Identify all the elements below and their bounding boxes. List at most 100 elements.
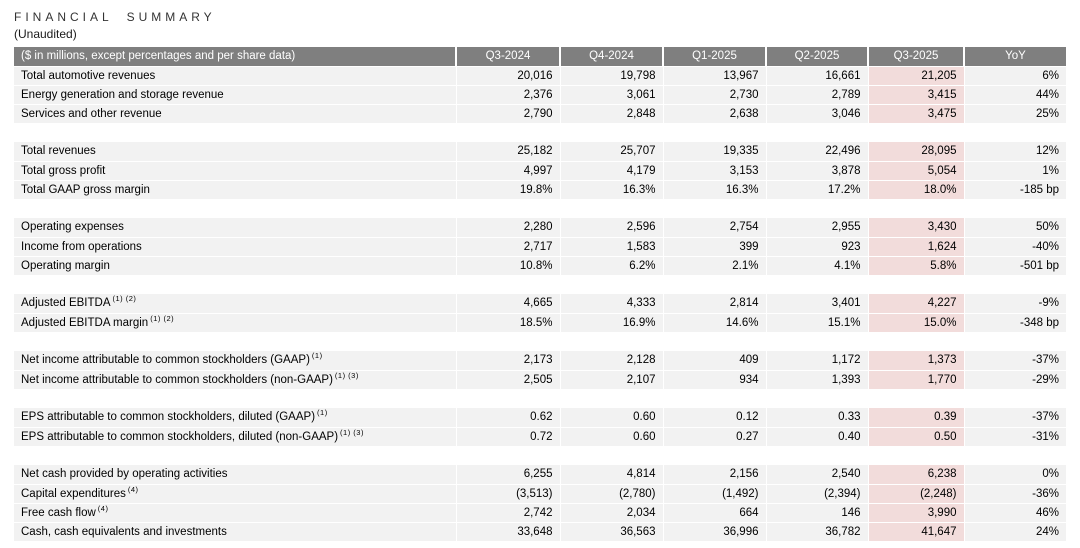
table-row: Total automotive revenues 20,016 19,798 13,… (14, 66, 1066, 86)
value-cell: 0.60 (560, 408, 664, 428)
value-cell: 16.3% (663, 180, 767, 200)
value-cell: 3,878 (766, 161, 869, 181)
value-cell-highlighted: 4,227 (868, 294, 965, 314)
value-cell: 2,789 (766, 85, 869, 105)
value-cell: (2,780) (560, 484, 664, 504)
value-cell: 4,997 (456, 161, 561, 181)
table-row: Net cash provided by operating activitie… (14, 465, 1066, 485)
value-cell-highlighted: 3,990 (868, 503, 965, 523)
value-cell: 2,638 (663, 104, 767, 124)
value-cell-highlighted: 0.39 (868, 408, 965, 428)
row-label-text: Total GAAP gross margin (21, 183, 150, 196)
value-cell: 1% (964, 161, 1066, 181)
group-separator-cell (14, 446, 1066, 465)
value-cell: -37% (964, 351, 1066, 371)
value-cell: 934 (663, 370, 767, 390)
value-cell: 1,583 (560, 237, 664, 257)
value-cell-highlighted: 21,205 (868, 66, 965, 86)
value-cell: 19,335 (663, 142, 767, 162)
table-row: EPS attributable to common stockholders,… (14, 408, 1066, 428)
value-cell: -36% (964, 484, 1066, 504)
column-header-yoy: YoY (964, 47, 1066, 67)
row-label-text: Net cash provided by operating activitie… (21, 468, 228, 481)
value-cell-highlighted: 3,475 (868, 104, 965, 124)
value-cell: 2,505 (456, 370, 561, 390)
table-row: Energy generation and storage revenue 2,3… (14, 85, 1066, 105)
value-cell-highlighted: (2,248) (868, 484, 965, 504)
value-cell: -29% (964, 370, 1066, 390)
value-cell-highlighted: 5.8% (868, 256, 965, 276)
table-row: Net income attributable to common stockh… (14, 370, 1066, 390)
column-header-q3-2024: Q3-2024 (456, 47, 561, 67)
row-label: Net cash provided by operating activitie… (14, 465, 457, 485)
value-cell: 16,661 (766, 66, 869, 86)
value-cell: 18.5% (456, 313, 561, 333)
value-cell: 16.9% (560, 313, 664, 333)
table-row: Adjusted EBITDA margin (1) (2) 18.5% 16.9% 1… (14, 313, 1066, 333)
row-label: Total revenues (14, 142, 457, 162)
row-label: Total gross profit (14, 161, 457, 181)
value-cell: 2,034 (560, 503, 664, 523)
value-cell-highlighted: 1,373 (868, 351, 965, 371)
group-separator-cell (14, 199, 1066, 218)
group-separator-row (14, 389, 1066, 408)
value-cell: -185 bp (964, 180, 1066, 200)
value-cell: 50% (964, 218, 1066, 238)
column-header-q1-2025: Q1-2025 (663, 47, 767, 67)
footnote-superscript: (1) (2) (150, 313, 175, 323)
value-cell: 33,648 (456, 522, 561, 542)
row-label-text: Operating margin (21, 259, 110, 272)
value-cell: 15.1% (766, 313, 869, 333)
value-cell-highlighted: 3,430 (868, 218, 965, 238)
column-header-q3-2025: Q3-2025 (868, 47, 965, 67)
row-label-text: Operating expenses (21, 221, 124, 234)
table-row: Income from operations 2,717 1,583 399 923 1,… (14, 237, 1066, 257)
group-separator-cell (14, 332, 1066, 351)
value-cell: -37% (964, 408, 1066, 428)
value-cell: 6% (964, 66, 1066, 86)
value-cell: -40% (964, 237, 1066, 257)
row-label-text: Adjusted EBITDA (21, 297, 111, 310)
value-cell: -348 bp (964, 313, 1066, 333)
value-cell: 0.33 (766, 408, 869, 428)
value-cell: 36,782 (766, 522, 869, 542)
row-label: Services and other revenue (14, 104, 457, 124)
value-cell: 17.2% (766, 180, 869, 200)
value-cell: 4,179 (560, 161, 664, 181)
value-cell: 13,967 (663, 66, 767, 86)
footnote-superscript: (1) (317, 408, 328, 418)
value-cell: 14.6% (663, 313, 767, 333)
row-label-text: Adjusted EBITDA margin (21, 316, 149, 329)
value-cell: 20,016 (456, 66, 561, 86)
table-row: Services and other revenue 2,790 2,848 2,63… (14, 104, 1066, 124)
group-separator-row (14, 332, 1066, 351)
row-label: Total automotive revenues (14, 66, 457, 86)
row-label-text: EPS attributable to common stockholders,… (21, 430, 339, 443)
table-header-row: ($ in millions, except percentages and p… (14, 47, 1066, 67)
value-cell-highlighted: 5,054 (868, 161, 965, 181)
value-cell: 25% (964, 104, 1066, 124)
value-cell-highlighted: 28,095 (868, 142, 965, 162)
row-label-text: Net income attributable to common stockh… (21, 354, 310, 367)
row-label: Income from operations (14, 237, 457, 257)
value-cell-highlighted: 0.50 (868, 427, 965, 447)
value-cell: 24% (964, 522, 1066, 542)
row-label-text: Free cash flow (21, 506, 96, 519)
value-cell: 19,798 (560, 66, 664, 86)
value-cell: 2,280 (456, 218, 561, 238)
value-cell: 2,848 (560, 104, 664, 124)
value-cell: 923 (766, 237, 869, 257)
value-cell: 25,182 (456, 142, 561, 162)
value-cell: 16.3% (560, 180, 664, 200)
row-label: EPS attributable to common stockholders,… (14, 427, 457, 447)
value-cell: 44% (964, 85, 1066, 105)
page-subtitle: (Unaudited) (14, 27, 77, 41)
value-cell: (1,492) (663, 484, 767, 504)
group-separator-cell (14, 123, 1066, 142)
value-cell: 4.1% (766, 256, 869, 276)
value-cell: (2,394) (766, 484, 869, 504)
value-cell: 2,814 (663, 294, 767, 314)
table-row: Net income attributable to common stockh… (14, 351, 1066, 371)
row-label-text: Net income attributable to common stockh… (21, 373, 333, 386)
